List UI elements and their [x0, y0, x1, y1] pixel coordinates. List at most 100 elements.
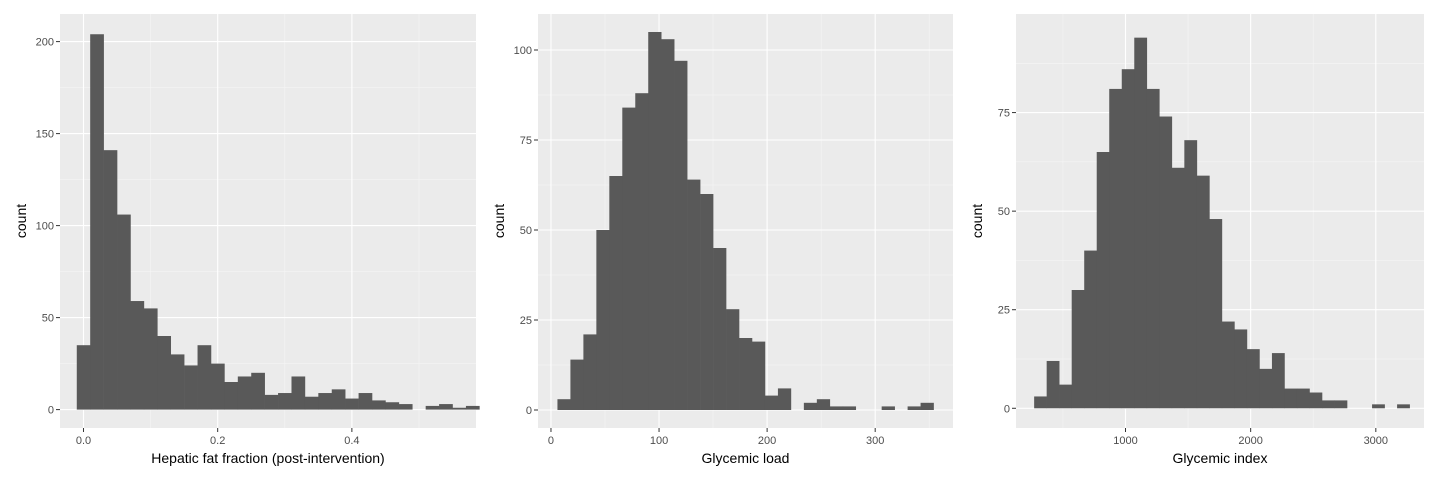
histogram-bar	[170, 354, 185, 410]
histogram-bar	[700, 194, 714, 410]
histogram-bar	[1221, 321, 1235, 409]
histogram-panel-3: 1000 2000 3000 0 25 50 75 Glycemic index count	[969, 14, 1424, 466]
histogram-bar	[251, 372, 265, 410]
histogram-bar	[596, 230, 610, 410]
histogram-bar	[1121, 69, 1135, 409]
histogram-bar	[1171, 167, 1185, 409]
histogram-bar	[264, 394, 279, 410]
y-tick-label: 0	[48, 405, 54, 417]
histogram-panel-1: 0.0 0.2 0.4 0 50 100 150 200 Hepatic fat fractio…	[13, 14, 480, 466]
histogram-bar	[907, 406, 921, 410]
histogram-bar	[557, 399, 571, 410]
histogram-bar	[197, 345, 212, 410]
y-tick-label: 50	[520, 225, 532, 237]
histogram-bar	[76, 345, 91, 410]
histogram-bar	[1034, 396, 1047, 409]
histogram-bar	[1234, 329, 1248, 409]
x-tick-label: 0.2	[210, 435, 225, 447]
histogram-bar	[304, 396, 319, 410]
histogram-bar	[570, 359, 584, 410]
histogram-bar	[1096, 152, 1110, 409]
x-tick-label: 3000	[1364, 435, 1388, 447]
histogram-bar	[398, 404, 413, 410]
histogram-bar	[1159, 116, 1173, 409]
y-tick-label: 0	[1004, 403, 1010, 415]
histogram-bar	[210, 363, 225, 410]
histogram-bar	[622, 107, 636, 410]
histogram-bar	[237, 376, 252, 410]
y-tick-label: 50	[998, 206, 1010, 218]
y-tick-label: 25	[998, 305, 1010, 317]
histogram-bar	[224, 382, 239, 410]
histogram-bar	[1209, 219, 1223, 409]
y-tick-label: 75	[520, 135, 532, 147]
histogram-bar	[829, 406, 844, 410]
x-axis-title: Glycemic load	[702, 450, 790, 466]
histogram-bar	[687, 179, 701, 410]
histogram-bar	[425, 405, 440, 410]
histogram-bar	[1071, 290, 1085, 409]
histogram-bar	[842, 406, 857, 410]
histogram-bar	[439, 404, 453, 410]
histogram-bar	[157, 336, 172, 410]
histogram-bar	[1397, 404, 1410, 409]
histogram-bar	[713, 248, 727, 410]
histogram-bar	[777, 388, 792, 410]
histogram-bar	[726, 309, 740, 410]
x-tick-label: 1000	[1113, 435, 1137, 447]
histogram-bar	[751, 341, 766, 410]
histogram-bar	[103, 150, 118, 410]
y-tick-label: 25	[520, 315, 532, 327]
x-tick-label: 0	[548, 435, 554, 447]
histogram-bar	[184, 365, 198, 410]
x-axis-title: Hepatic fat fraction (post-intervention)	[151, 450, 384, 466]
histogram-bar	[1246, 349, 1260, 409]
histogram-bar	[143, 308, 158, 410]
histogram-bar	[1372, 404, 1385, 409]
histogram-bar	[1271, 353, 1285, 409]
histogram-bar	[1084, 250, 1098, 409]
histogram-bar	[345, 398, 359, 410]
histogram-bar	[609, 176, 623, 410]
histogram-bar	[1296, 388, 1310, 409]
histogram-bar	[465, 405, 480, 410]
histogram-bar	[881, 406, 895, 410]
y-tick-label: 75	[998, 108, 1010, 120]
histogram-bar	[661, 39, 675, 410]
y-tick-label: 0	[526, 405, 532, 417]
histogram-bar	[1134, 37, 1148, 409]
y-axis-title: count	[969, 204, 985, 238]
y-tick-label: 100	[514, 45, 532, 57]
histogram-bar	[1259, 368, 1273, 409]
histogram-bar	[1309, 392, 1323, 409]
x-tick-label: 0.0	[76, 435, 91, 447]
x-tick-label: 100	[650, 435, 668, 447]
histogram-bar	[648, 32, 662, 410]
histogram-bar	[452, 407, 467, 410]
histogram-bar	[1196, 175, 1210, 409]
histogram-bar	[1334, 400, 1348, 409]
histogram-bar	[1109, 88, 1123, 409]
y-tick-label: 100	[36, 221, 54, 233]
y-axis-title: count	[491, 204, 507, 238]
histogram-bar	[1059, 384, 1072, 409]
histogram-bar	[635, 93, 649, 410]
histogram-bar	[372, 400, 386, 410]
histogram-bar	[674, 60, 688, 411]
histogram-bar	[318, 393, 333, 410]
histogram-bar	[291, 376, 306, 410]
histogram-bar	[1184, 140, 1198, 409]
histogram-bar	[358, 393, 373, 410]
histogram-bar	[1322, 400, 1335, 409]
histogram-bar	[1046, 360, 1060, 409]
x-tick-label: 300	[866, 435, 884, 447]
histogram-bar	[583, 334, 597, 410]
histogram-bar	[117, 214, 131, 410]
histogram-bar	[385, 402, 400, 410]
x-axis-title: Glycemic index	[1173, 450, 1268, 466]
y-tick-label: 200	[36, 37, 54, 49]
y-tick-label: 50	[42, 313, 54, 325]
x-tick-label: 200	[758, 435, 776, 447]
x-tick-label: 2000	[1238, 435, 1262, 447]
histogram-bar	[816, 399, 831, 410]
